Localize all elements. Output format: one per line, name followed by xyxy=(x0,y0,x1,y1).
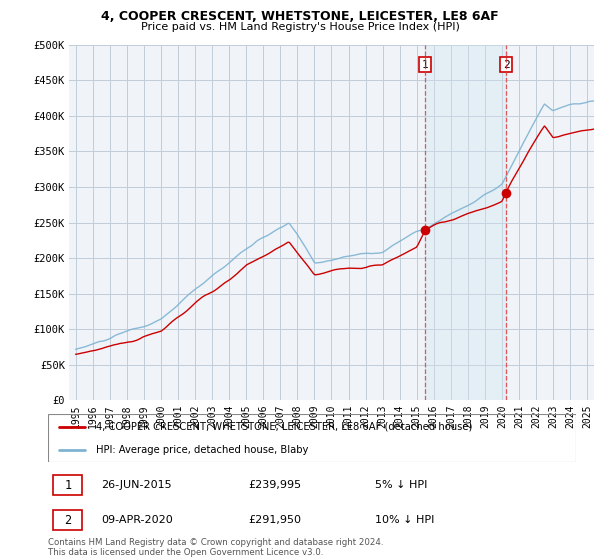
Text: Price paid vs. HM Land Registry's House Price Index (HPI): Price paid vs. HM Land Registry's House … xyxy=(140,22,460,32)
Text: 1: 1 xyxy=(422,60,428,69)
Text: 4, COOPER CRESCENT, WHETSTONE, LEICESTER, LE8 6AF: 4, COOPER CRESCENT, WHETSTONE, LEICESTER… xyxy=(101,10,499,23)
Bar xyxy=(425,45,506,400)
Text: £239,995: £239,995 xyxy=(248,480,302,490)
Text: 2: 2 xyxy=(503,60,509,69)
Text: 2: 2 xyxy=(64,514,71,526)
Text: 09-APR-2020: 09-APR-2020 xyxy=(101,515,173,525)
Bar xyxy=(53,510,82,530)
Text: 26-JUN-2015: 26-JUN-2015 xyxy=(101,480,172,490)
Text: 5% ↓ HPI: 5% ↓ HPI xyxy=(376,480,428,490)
Text: HPI: Average price, detached house, Blaby: HPI: Average price, detached house, Blab… xyxy=(95,445,308,455)
Bar xyxy=(53,475,82,495)
Text: 10% ↓ HPI: 10% ↓ HPI xyxy=(376,515,435,525)
Text: 1: 1 xyxy=(64,479,71,492)
Text: 4, COOPER CRESCENT, WHETSTONE, LEICESTER, LE8 6AF (detached house): 4, COOPER CRESCENT, WHETSTONE, LEICESTER… xyxy=(95,422,472,432)
Text: £291,950: £291,950 xyxy=(248,515,302,525)
Text: Contains HM Land Registry data © Crown copyright and database right 2024.
This d: Contains HM Land Registry data © Crown c… xyxy=(48,538,383,557)
